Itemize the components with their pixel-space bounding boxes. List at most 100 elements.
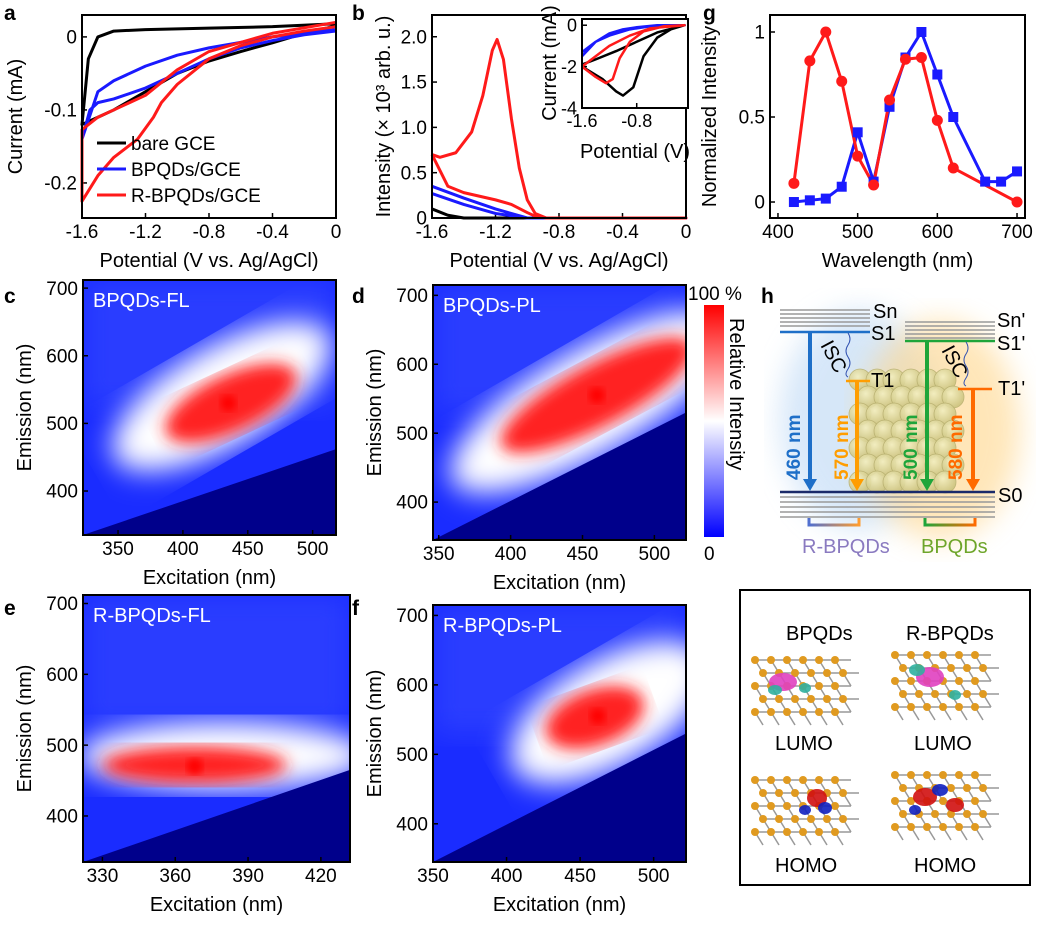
panel-letter-b: b [352,2,365,25]
rayleigh-cutoff-region [433,733,686,862]
label-lumo-1: LUMO [775,733,833,755]
atom [923,703,931,711]
y-axis-label: Emission (nm) [364,670,386,798]
orbital-lobe [946,798,964,812]
x-tick-label: -0.8 [621,111,652,131]
transition-580nm: 580 nm [946,415,967,480]
molecule [751,656,859,726]
atom [971,677,979,685]
panel-i-orbitals: BPQDs R-BPQDs LUMO LUMO HOMO HOMO [739,589,1031,886]
colorbar: 100 % 0 Relative Intensity [688,284,747,565]
y-tick-label: 600 [46,665,78,686]
label-homo-1: HOMO [775,855,837,877]
atom [907,771,915,779]
data-point-square [788,197,799,208]
y-axis-label: Emission (nm) [14,665,36,793]
atom [783,656,791,664]
atom [907,703,915,711]
label-homo-2: HOMO [914,855,976,877]
plot-frame [82,594,351,863]
colorbar-title: Relative Intensity [725,318,747,470]
atom [923,651,931,659]
x-axis-label: Potential (V vs. Ag/AgCl) [450,250,669,272]
data-point-circle [836,75,848,87]
data-point-circle [947,162,959,174]
y-tick-label: 0 [567,16,577,36]
x-tick-label: 400 [491,866,523,887]
atom [775,789,783,797]
orbital-lobe [932,784,948,796]
label-lumo-2: LUMO [914,733,972,755]
x-tick-label: -0.8 [193,222,226,243]
atom [971,651,979,659]
atom [891,823,899,831]
x-tick-label: 0 [331,222,342,243]
atom [931,690,939,698]
data-point-square [932,69,943,80]
orbital-lobe [807,789,827,807]
atom [775,695,783,703]
x-tick-label: 400 [167,539,199,560]
transition-460nm: 460 nm [784,415,805,480]
atom [815,776,823,784]
atom [939,651,947,659]
y-axis-label: Emission (nm) [364,349,386,477]
x-tick-label: 350 [417,866,449,887]
x-tick-label: 700 [1001,222,1033,243]
atom [899,784,907,792]
atom [839,695,847,703]
x-tick-label: 330 [87,866,119,887]
molecular-structures [751,651,999,846]
atom [815,682,823,690]
atom [931,810,939,818]
x-tick-label: 600 [921,222,953,243]
y-tick-label: 500 [396,745,428,766]
atom [963,664,971,672]
atom [907,797,915,805]
legend-label: bare GCE [131,134,215,155]
atom [791,815,799,823]
panel-c-heatmap: BPQDs-FL 350 400 450 500 400 500 600 700 Excitati… [14,279,337,589]
panel-letter-e: e [4,597,16,620]
atom [891,703,899,711]
atom [955,677,963,685]
orbital-lobe [768,685,782,695]
heatmap-peak-center [588,387,605,404]
level-s1: S1 [871,323,895,345]
y-tick-label: 400 [396,493,428,514]
legend-label: R-BPQDs/GCE [131,186,261,207]
atom [807,815,815,823]
heatmap-peak-center [186,758,203,775]
y-axis-label: Current (mA) [5,59,27,175]
inset-y-label: Current (mA) [539,5,561,121]
level-s0: S0 [998,485,1022,507]
heatmap-title: R-BPQDs-PL [443,615,562,637]
atom [767,776,775,784]
series-line [80,20,337,203]
atom [963,810,971,818]
x-axis-label: Potential (V vs. Ag/AgCl) [100,250,319,272]
panel-letter-c: c [4,285,16,308]
x-tick-label: 400 [762,222,794,243]
atom [899,690,907,698]
isc-wavy-arrow [845,332,851,378]
atom [751,776,759,784]
atom [923,771,931,779]
arrow-580nm-head [966,479,980,491]
orbital-lobe [799,805,811,815]
x-tick-label: 450 [232,539,264,560]
rayleigh-cutoff-region [83,769,350,862]
arrow-460nm-head [803,479,817,491]
level-sn: Sn [873,301,897,323]
panel-letter-f: f [352,597,360,620]
atom [899,664,907,672]
y-tick-label: 0 [416,209,427,230]
panel-letter-h: h [761,285,774,308]
data-point-square [884,101,895,112]
atom [955,651,963,659]
atom [831,656,839,664]
panel-f-heatmap: R-BPQDs-PL 350 400 450 500 400 500 600 700 Excita… [364,604,687,916]
orbital-lobe [913,788,937,806]
x-tick-label: -1.6 [66,222,99,243]
x-axis-label: Excitation (nm) [150,894,283,916]
